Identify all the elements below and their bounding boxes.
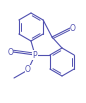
Text: O: O xyxy=(70,23,76,33)
Text: O: O xyxy=(25,66,31,74)
Text: P: P xyxy=(33,50,37,60)
Text: O: O xyxy=(7,47,13,57)
